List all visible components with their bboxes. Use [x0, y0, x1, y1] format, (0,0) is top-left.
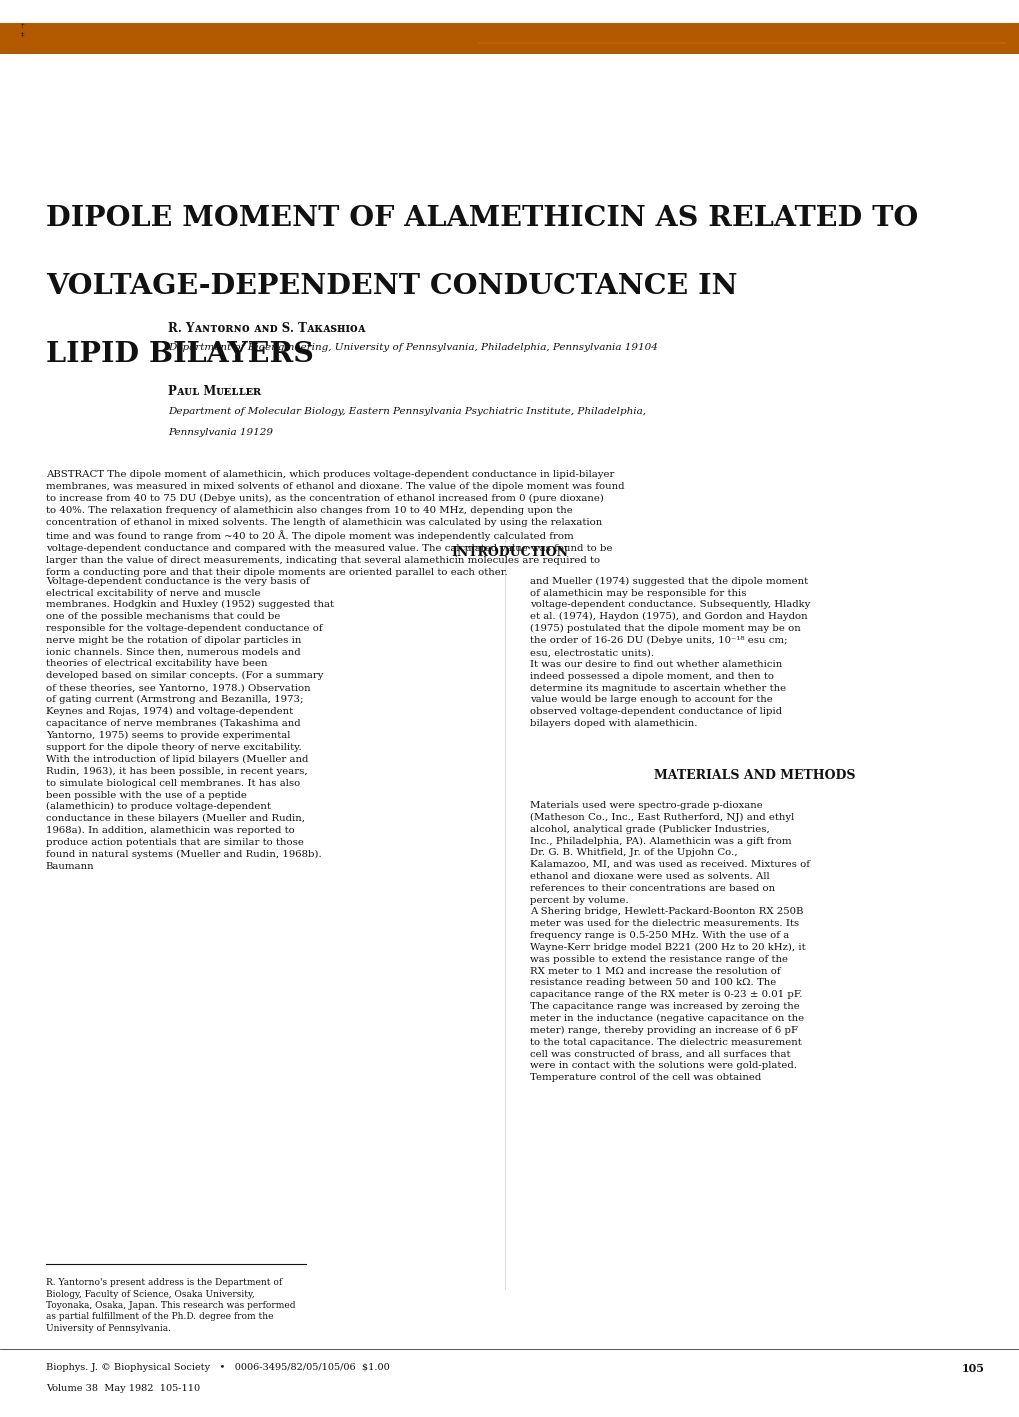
Text: Biophys. J. © Biophysical Society   •   0006-3495/82/05/105/06  $1.00: Biophys. J. © Biophysical Society • 0006…	[46, 1363, 389, 1372]
Text: 105: 105	[960, 1363, 983, 1374]
Text: ABSTRACT The dipole moment of alamethicin, which produces voltage-dependent cond: ABSTRACT The dipole moment of alamethici…	[46, 470, 624, 577]
Text: Department of Bioengineering, University of Pennsylvania, Philadelphia, Pennsylv: Department of Bioengineering, University…	[168, 343, 657, 351]
Text: †
‡: † ‡	[20, 21, 23, 38]
Text: Voltage-dependent conductance is the very basis of
electrical excitability of ne: Voltage-dependent conductance is the ver…	[46, 577, 333, 871]
FancyBboxPatch shape	[0, 23, 1019, 54]
Text: Volume 38  May 1982  105-110: Volume 38 May 1982 105-110	[46, 1384, 200, 1393]
Text: Pᴀᴜʟ Mᴜᴇʟʟᴇʀ: Pᴀᴜʟ Mᴜᴇʟʟᴇʀ	[168, 385, 261, 398]
Text: R. Yantorno's present address is the Department of
Biology, Faculty of Science, : R. Yantorno's present address is the Dep…	[46, 1278, 296, 1333]
Text: R. Yᴀɴᴛᴏʀɴᴏ ᴀɴᴅ S. Tᴀᴋᴀsʜɪᴏᴀ: R. Yᴀɴᴛᴏʀɴᴏ ᴀɴᴅ S. Tᴀᴋᴀsʜɪᴏᴀ	[168, 322, 365, 334]
Text: and Mueller (1974) suggested that the dipole moment
of alamethicin may be respon: and Mueller (1974) suggested that the di…	[530, 577, 810, 728]
Text: INTRODUCTION: INTRODUCTION	[451, 546, 568, 558]
Text: Materials used were spectro-grade p-dioxane
(Matheson Co., Inc., East Rutherford: Materials used were spectro-grade p-diox…	[530, 801, 810, 1083]
Text: Department of Molecular Biology, Eastern Pennsylvania Psychiatric Institute, Phi: Department of Molecular Biology, Eastern…	[168, 407, 646, 415]
Text: Pennsylvania 19129: Pennsylvania 19129	[168, 428, 273, 436]
Text: VOLTAGE-DEPENDENT CONDUCTANCE IN: VOLTAGE-DEPENDENT CONDUCTANCE IN	[46, 273, 737, 300]
Text: LIPID BILAYERS: LIPID BILAYERS	[46, 341, 314, 368]
Text: DIPOLE MOMENT OF ALAMETHICIN AS RELATED TO: DIPOLE MOMENT OF ALAMETHICIN AS RELATED …	[46, 205, 917, 232]
Text: MATERIALS AND METHODS: MATERIALS AND METHODS	[653, 769, 855, 782]
